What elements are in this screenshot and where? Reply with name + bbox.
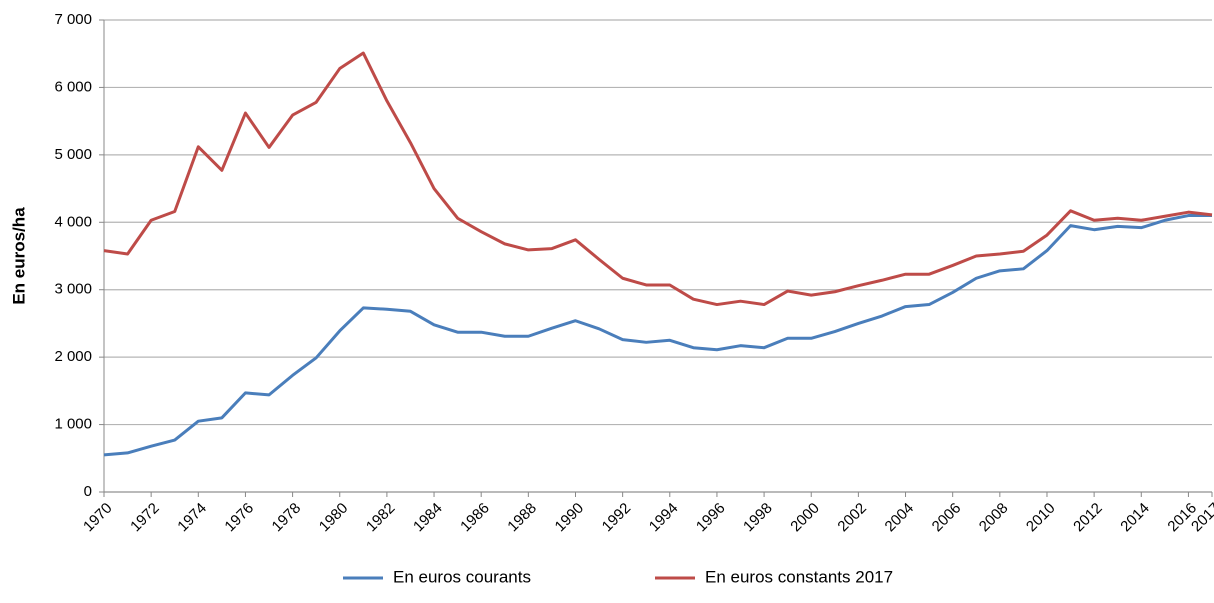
y-tick-label: 0	[84, 483, 92, 500]
x-tick-label: 2006	[929, 500, 965, 536]
legend-label: En euros constants 2017	[705, 567, 893, 586]
x-tick-label: 2010	[1023, 500, 1059, 536]
x-tick-label: 2000	[787, 500, 823, 536]
x-tick-label: 2014	[1117, 500, 1153, 536]
legend-label: En euros courants	[393, 567, 531, 586]
y-axis-label: En euros/ha	[9, 207, 28, 305]
x-tick-label: 2002	[834, 500, 870, 536]
x-tick-label: 1990	[552, 500, 588, 536]
x-tick-label: 2004	[882, 500, 918, 536]
x-tick-label: 1998	[740, 500, 776, 536]
x-tick-label: 1994	[646, 500, 682, 536]
x-tick-label: 1970	[80, 500, 116, 536]
x-tick-label: 1996	[693, 500, 729, 536]
x-tick-label: 2012	[1070, 500, 1106, 536]
x-tick-label: 1984	[410, 500, 446, 536]
x-tick-label: 1988	[504, 500, 540, 536]
y-tick-label: 4 000	[54, 213, 92, 230]
x-tick-label: 2008	[976, 500, 1012, 536]
y-tick-label: 2 000	[54, 348, 92, 365]
y-tick-label: 1 000	[54, 416, 92, 433]
x-tick-label: 1972	[127, 500, 163, 536]
x-tick-label: 1974	[174, 500, 210, 536]
x-tick-label: 1978	[269, 500, 305, 536]
x-tick-label: 1980	[316, 500, 352, 536]
y-tick-label: 5 000	[54, 146, 92, 163]
series-line	[103, 51, 1213, 307]
x-tick-label: 1982	[363, 500, 399, 536]
y-tick-label: 3 000	[54, 281, 92, 298]
series-line	[103, 214, 1212, 457]
x-tick-label: 1976	[221, 500, 257, 536]
x-tick-label: 1992	[599, 500, 635, 536]
x-tick-label: 1986	[457, 500, 493, 536]
y-tick-label: 7 000	[54, 11, 92, 28]
y-tick-label: 6 000	[54, 78, 92, 95]
